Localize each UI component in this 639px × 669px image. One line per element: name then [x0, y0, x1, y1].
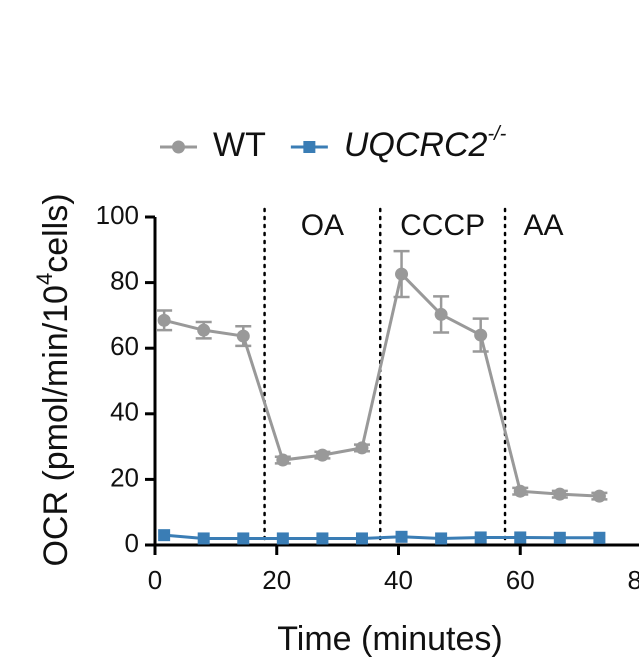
x-tick-label: 80	[628, 565, 639, 595]
square-marker	[553, 531, 566, 544]
square-marker	[276, 532, 289, 545]
square-marker	[316, 532, 329, 545]
circle-marker	[315, 448, 329, 462]
square-marker	[514, 531, 527, 544]
circle-marker	[513, 484, 527, 498]
legend-label: UQCRC2-/-	[344, 123, 507, 164]
square-marker	[355, 532, 368, 545]
legend-name: UQCRC2	[344, 126, 488, 164]
square-marker	[474, 531, 487, 544]
x-axis-title: Time (minutes)	[277, 620, 502, 658]
y-tick-label: 80	[110, 265, 139, 295]
circle-marker	[434, 307, 448, 321]
y-axis-title: OCR (pmol/min/104cells)	[32, 193, 75, 566]
series-line	[163, 271, 600, 498]
legend-superscript: -/-	[487, 123, 506, 145]
circle-marker	[157, 313, 171, 327]
y-tick-label: 20	[110, 462, 139, 492]
circle-marker	[474, 328, 488, 342]
y-tick-label: 0	[125, 528, 139, 558]
circle-marker	[553, 487, 567, 501]
square-marker	[303, 141, 316, 153]
x-tick-label: 20	[262, 565, 291, 595]
square-marker	[237, 532, 250, 545]
legend-name: WT	[213, 126, 266, 164]
injection-label: AA	[524, 209, 564, 242]
legend-label: WT	[213, 126, 266, 164]
x-tick-label: 60	[506, 565, 535, 595]
y-axis-title-part: OCR (pmol/min/10	[37, 285, 75, 567]
x-tick-label: 0	[148, 565, 162, 595]
circle-marker	[592, 489, 606, 503]
y-axis-title-superscript: 4	[32, 273, 57, 285]
square-marker	[395, 530, 408, 543]
square-marker	[197, 532, 210, 545]
y-tick-label: 40	[110, 397, 139, 427]
circle-marker	[236, 329, 250, 343]
y-tick-label: 60	[110, 331, 139, 361]
circle-marker	[197, 323, 211, 337]
square-marker	[158, 529, 171, 542]
x-tick-label: 40	[384, 565, 413, 595]
y-axis-title-part: cells)	[37, 193, 75, 272]
square-marker	[435, 532, 448, 545]
circle-marker	[172, 140, 185, 154]
y-tick-label: 100	[96, 200, 139, 230]
circle-marker	[395, 267, 409, 281]
injection-label: CCCP	[400, 209, 485, 242]
injection-label: OA	[301, 209, 344, 242]
series-line	[164, 533, 600, 540]
circle-marker	[276, 453, 290, 467]
circle-marker	[355, 441, 369, 455]
square-marker	[593, 531, 606, 544]
